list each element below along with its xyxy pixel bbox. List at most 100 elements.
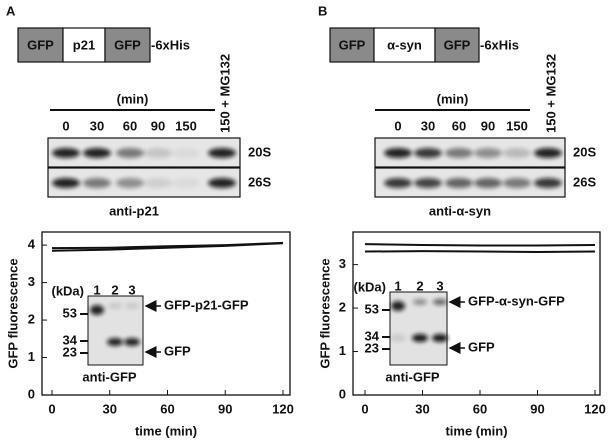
x-axis-label: time (min): [135, 423, 197, 438]
band: [208, 178, 236, 188]
plot-frame: [41, 231, 291, 396]
band: [414, 178, 442, 188]
band: [474, 148, 502, 158]
inset-band: [90, 305, 104, 315]
construct-text: GFP: [444, 37, 471, 52]
inset-antibody: anti-GFP: [385, 369, 439, 384]
trace: [51, 241, 284, 250]
inset-band: [124, 338, 140, 346]
y-tick-label: 2: [339, 300, 346, 315]
y-axis-label: GFP fluorescence: [5, 258, 20, 368]
band: [116, 148, 144, 158]
x-tick-label: 0: [48, 401, 55, 416]
band: [172, 178, 200, 188]
band: [208, 148, 236, 158]
band: [503, 148, 531, 158]
construct-box: [434, 27, 480, 63]
lane-label: 150: [506, 118, 528, 133]
inset-lane: 2: [111, 282, 118, 297]
construct-text: GFP: [27, 37, 54, 52]
lane-label: 90: [481, 118, 495, 133]
y-tick-label: 0: [28, 386, 35, 401]
inset-lane: 1: [394, 278, 401, 293]
blot-row-label: 26S: [248, 174, 271, 189]
marker-label: 23: [63, 344, 77, 359]
band: [83, 148, 111, 158]
band: [474, 178, 502, 188]
band: [503, 178, 531, 188]
inset-lane: 1: [93, 282, 100, 297]
construct-tag: -6xHis: [480, 37, 519, 52]
band: [445, 178, 473, 188]
construct-text: GFP: [339, 37, 366, 52]
band-label: GFP: [164, 343, 191, 358]
time-unit: (min): [437, 91, 469, 106]
y-tick-label: 4: [28, 237, 36, 252]
construct-text: GFP: [114, 37, 141, 52]
trace: [364, 243, 596, 247]
inset-lane: 3: [436, 278, 443, 293]
band-label: GFP-α-syn-GFP: [468, 293, 565, 308]
lane-label: 150 + MG132: [217, 54, 232, 133]
blot-row-label: 20S: [248, 144, 271, 159]
inset-band: [413, 299, 427, 305]
marker-label: 53: [365, 301, 379, 316]
inset-lane: 3: [128, 282, 135, 297]
construct-box: [17, 27, 64, 63]
x-tick-label: 120: [584, 401, 606, 416]
inset-band: [391, 301, 405, 311]
y-tick-label: 3: [339, 256, 346, 271]
x-tick-label: 60: [160, 401, 174, 416]
lane-label: 60: [452, 118, 466, 133]
inset-band: [412, 334, 428, 342]
construct-text: α-syn: [387, 37, 422, 52]
x-tick-label: 30: [415, 401, 429, 416]
inset-band: [432, 334, 448, 342]
inset-lane: 2: [416, 278, 423, 293]
blot: [47, 167, 241, 198]
blot-row-label: 20S: [573, 144, 596, 159]
lane-label: 0: [394, 118, 401, 133]
gel-antibody: anti-p21: [109, 203, 159, 218]
y-tick-label: 0: [339, 386, 346, 401]
lane-label: 150 + MG132: [543, 54, 558, 133]
band: [144, 178, 172, 188]
lane-label: 90: [151, 118, 165, 133]
band: [534, 178, 562, 188]
y-tick-label: 1: [339, 343, 346, 358]
x-axis-label: time (min): [445, 423, 507, 438]
lane-label: 30: [90, 118, 104, 133]
marker-label: 23: [365, 340, 379, 355]
band-label: GFP: [468, 339, 495, 354]
marker-label: 34: [63, 332, 78, 347]
plot-frame: [352, 231, 601, 396]
x-tick-label: 120: [272, 401, 294, 416]
inset-band: [125, 303, 139, 309]
trace: [364, 250, 596, 253]
x-tick-label: 30: [103, 401, 117, 416]
band: [445, 148, 473, 158]
band: [83, 178, 111, 188]
blot-row-label: 26S: [573, 174, 596, 189]
time-unit: (min): [117, 91, 149, 106]
inset-band: [107, 338, 123, 346]
y-tick-label: 1: [28, 349, 35, 364]
construct-box: [104, 27, 151, 63]
inset-antibody: anti-GFP: [82, 369, 136, 384]
marker-label: 34: [365, 328, 380, 343]
band: [414, 148, 442, 158]
band-label: GFP-p21-GFP: [164, 297, 249, 312]
construct-box: [62, 27, 106, 63]
lane-label: 0: [62, 118, 69, 133]
inset-unit: (kDa): [353, 279, 386, 294]
lane-label: 150: [175, 118, 197, 133]
lane-label: 30: [421, 118, 435, 133]
lane-label: 60: [123, 118, 137, 133]
panel-label: A: [6, 3, 16, 18]
band: [534, 148, 562, 158]
marker-label: 53: [63, 305, 77, 320]
construct-text: p21: [73, 37, 95, 52]
panel-label: B: [318, 3, 327, 18]
band: [384, 148, 412, 158]
